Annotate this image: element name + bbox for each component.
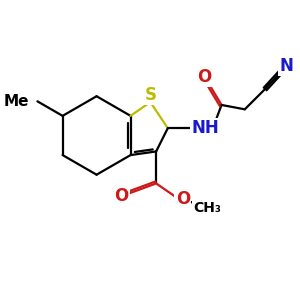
- Text: NH: NH: [191, 119, 219, 137]
- Text: Me: Me: [3, 94, 29, 109]
- Text: N: N: [279, 57, 293, 75]
- Text: O: O: [176, 190, 190, 208]
- Text: O: O: [197, 68, 211, 86]
- Text: CH₃: CH₃: [193, 201, 221, 215]
- Text: S: S: [144, 86, 156, 104]
- Text: O: O: [114, 188, 128, 206]
